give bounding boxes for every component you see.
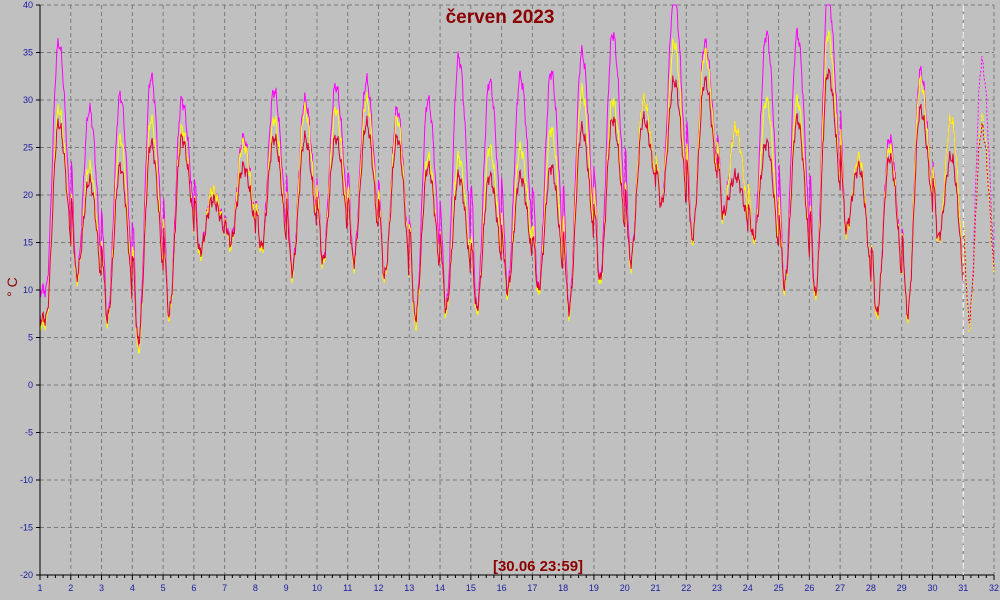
x-tick-label: 22 <box>681 583 691 593</box>
temperature-series-line <box>39 68 964 345</box>
y-axis-label: ° C <box>4 277 20 297</box>
y-tick-label: 25 <box>23 143 33 153</box>
chart-title: červen 2023 <box>446 7 555 28</box>
x-tick-label: 10 <box>312 583 322 593</box>
y-tick-label: 10 <box>23 285 33 295</box>
y-tick-label: -10 <box>20 475 33 485</box>
y-tick-label: 30 <box>23 95 33 105</box>
x-tick-label: 2 <box>68 583 73 593</box>
x-tick-label: 8 <box>253 583 258 593</box>
y-tick-label: 5 <box>28 333 33 343</box>
x-tick-label: 32 <box>989 583 999 593</box>
x-tick-label: 1 <box>37 583 42 593</box>
x-tick-label: 31 <box>958 583 968 593</box>
timestamp-label: [30.06 23:59] <box>493 558 583 575</box>
x-tick-label: 21 <box>650 583 660 593</box>
y-tick-label: 0 <box>28 380 33 390</box>
x-tick-label: 24 <box>743 583 753 593</box>
x-tick-label: 12 <box>374 583 384 593</box>
x-tick-label: 28 <box>866 583 876 593</box>
x-tick-label: 19 <box>589 583 599 593</box>
x-tick-label: 14 <box>435 583 445 593</box>
y-tick-label: 35 <box>23 48 33 58</box>
x-tick-label: 13 <box>404 583 414 593</box>
x-tick-label: 3 <box>99 583 104 593</box>
y-tick-label: 40 <box>23 0 33 10</box>
x-tick-label: 6 <box>191 583 196 593</box>
x-tick-label: 25 <box>774 583 784 593</box>
y-tick-label: 15 <box>23 238 33 248</box>
x-tick-label: 20 <box>620 583 630 593</box>
y-tick-label: -5 <box>25 428 33 438</box>
series-layer <box>39 4 995 355</box>
y-tick-label: -20 <box>20 570 33 580</box>
x-tick-label: 16 <box>497 583 507 593</box>
x-tick-label: 4 <box>130 583 135 593</box>
x-tick-label: 17 <box>527 583 537 593</box>
x-tick-label: 11 <box>343 583 352 593</box>
temperature-series-continuation <box>963 113 995 333</box>
x-tick-label: 26 <box>804 583 814 593</box>
x-tick-label: 15 <box>466 583 476 593</box>
x-tick-label: 30 <box>927 583 937 593</box>
y-tick-label: 20 <box>23 190 33 200</box>
x-tick-label: 7 <box>222 583 227 593</box>
x-tick-label: 23 <box>712 583 722 593</box>
y-tick-label: -15 <box>20 523 33 533</box>
x-tick-label: 27 <box>835 583 845 593</box>
x-tick-label: 5 <box>161 583 166 593</box>
x-tick-label: 29 <box>897 583 907 593</box>
gridlines <box>39 4 995 576</box>
x-tick-label: 18 <box>558 583 568 593</box>
x-tick-label: 9 <box>284 583 289 593</box>
